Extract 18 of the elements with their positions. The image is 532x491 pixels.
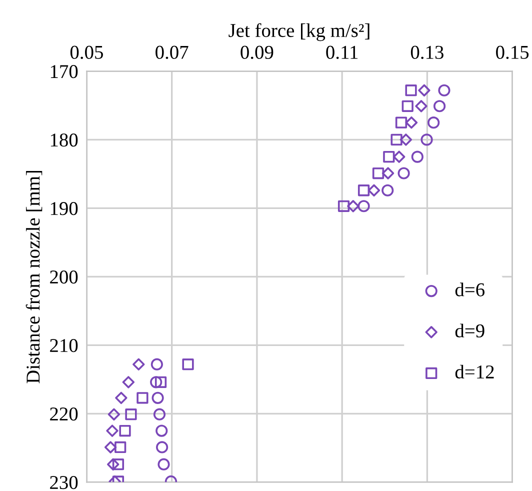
x-tick-label: 0.15 — [496, 46, 529, 59]
y-tick-label: 210 — [50, 338, 78, 352]
y-tick-label: 220 — [50, 407, 78, 421]
y-tick-label: 200 — [50, 270, 78, 284]
x-tick-label: 0.09 — [240, 46, 274, 59]
x-tick-label: 0.05 — [70, 46, 103, 59]
y-tick-label: 190 — [50, 202, 78, 216]
x-tick-label: 0.07 — [156, 46, 188, 59]
x-tick-label: 0.13 — [410, 46, 444, 59]
y-tick-label: 180 — [50, 134, 78, 147]
x-tick-label: 0.11 — [326, 46, 358, 59]
legend-label: d=12 — [455, 364, 494, 379]
legend-label: d=6 — [455, 282, 485, 296]
x-axis-title: Jet force [kg m/s²] — [228, 23, 370, 42]
y-tick-label: 230 — [50, 476, 78, 490]
legend-label: d=9 — [455, 324, 484, 338]
y-axis-title: Distance from nozzle [mm] — [26, 170, 42, 384]
y-tick-label: 170 — [50, 65, 78, 78]
